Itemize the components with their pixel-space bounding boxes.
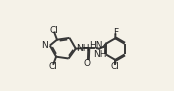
Text: HN: HN [89, 41, 102, 50]
Text: Cl: Cl [111, 62, 120, 71]
Text: O: O [84, 59, 90, 68]
Text: NH: NH [76, 44, 90, 53]
Text: F: F [113, 28, 118, 37]
Text: NH: NH [93, 50, 107, 59]
Text: Cl: Cl [49, 62, 58, 71]
Text: Cl: Cl [50, 26, 59, 35]
Text: N: N [41, 41, 48, 50]
